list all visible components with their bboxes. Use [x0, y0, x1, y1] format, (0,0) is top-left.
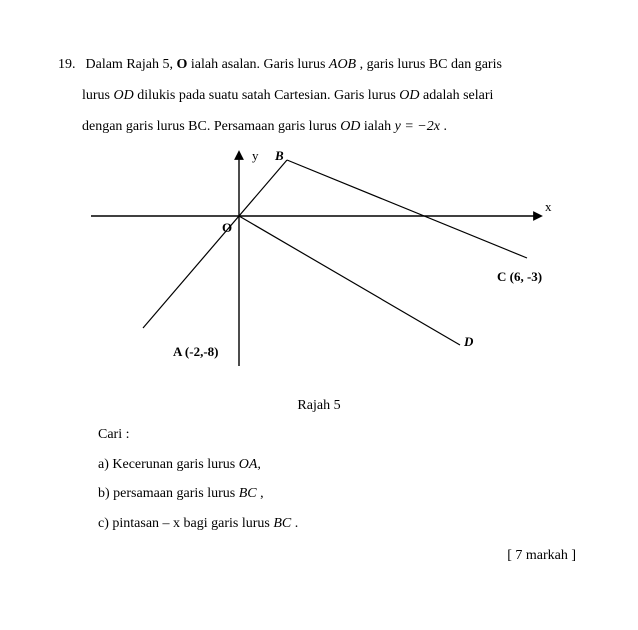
marks: [ 7 markah ] [58, 548, 580, 564]
axis-label-y: y [252, 148, 259, 163]
label-origin: O [222, 220, 232, 235]
label-a: A (-2,-8) [173, 344, 219, 359]
diagram-caption: Rajah 5 [58, 398, 580, 414]
sub-b: b) persamaan garis lurus BC , [98, 479, 580, 508]
sub-intro: Cari : [98, 420, 580, 449]
question-number: 19. [58, 50, 82, 81]
line-bc [287, 160, 527, 258]
label-d: D [463, 334, 474, 349]
line-od [239, 216, 460, 345]
line-aob [143, 160, 287, 328]
q-line-3: dengan garis lurus BC. Persamaan garis l… [58, 112, 580, 143]
diagram-svg: y x O B A (-2,-8) C (6, -3) D [79, 146, 559, 396]
q-line-2: lurus OD dilukis pada suatu satah Cartes… [58, 81, 580, 112]
axis-label-x: x [545, 199, 552, 214]
q-line-1: 19. Dalam Rajah 5, O ialah asalan. Garis… [58, 50, 580, 81]
question-body: 19. Dalam Rajah 5, O ialah asalan. Garis… [58, 50, 580, 142]
sub-a: a) Kecerunan garis lurus OA, [98, 450, 580, 479]
diagram: y x O B A (-2,-8) C (6, -3) D [79, 146, 559, 396]
sub-questions: Cari : a) Kecerunan garis lurus OA, b) p… [98, 420, 580, 538]
label-b: B [274, 148, 284, 163]
label-c: C (6, -3) [497, 269, 542, 284]
sub-c: c) pintasan – x bagi garis lurus BC . [98, 509, 580, 538]
